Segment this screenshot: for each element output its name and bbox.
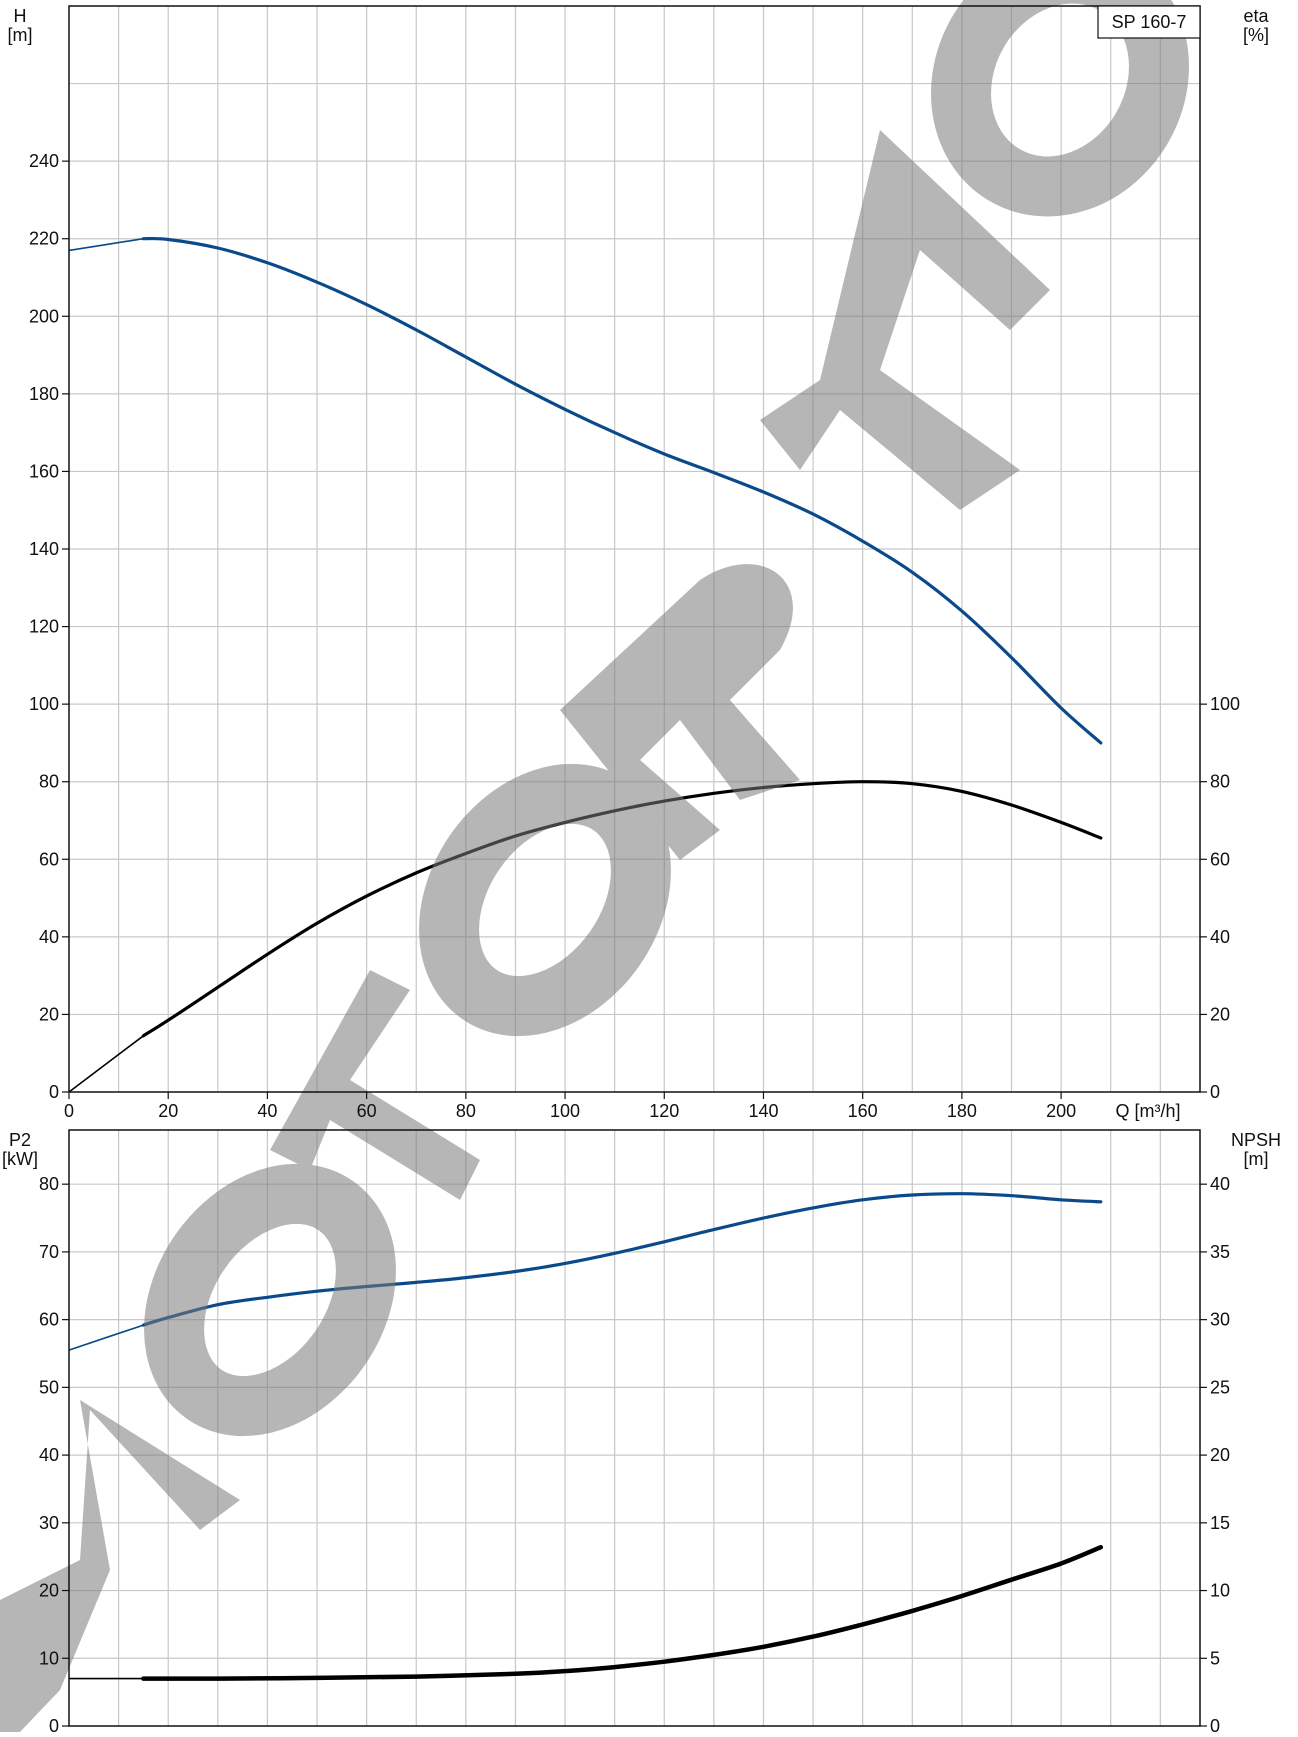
panel-1-left-tick-label: 200 bbox=[29, 306, 59, 326]
panel-2-left-tick-label: 20 bbox=[39, 1581, 59, 1601]
panel-1-right-axis-label: [%] bbox=[1243, 25, 1269, 45]
panel-2-frame bbox=[68, 1129, 1201, 1727]
watermark-letter-r bbox=[560, 564, 800, 860]
panel-2-left-tick-label: 80 bbox=[39, 1174, 59, 1194]
watermark-letter-o-low bbox=[144, 1163, 396, 1437]
panel-2-left-tick-label: 70 bbox=[39, 1242, 59, 1262]
panel-1-x-tick-label: 80 bbox=[456, 1101, 476, 1121]
panel-2-left-tick-label: 50 bbox=[39, 1377, 59, 1397]
panel-2-series-1-line bbox=[141, 1192, 1103, 1327]
panel-2-right-tick-label: 40 bbox=[1210, 1174, 1230, 1194]
panel-1-x-tick-label: 100 bbox=[550, 1101, 580, 1121]
panel-1-series-2-extrapolated bbox=[68, 1035, 144, 1093]
panel-1-left-axis-label: H bbox=[14, 6, 27, 26]
curve-layer bbox=[68, 236, 1104, 1681]
panel-1-x-tick-label: 40 bbox=[257, 1101, 277, 1121]
axes-layer: 0204060801001201401601802002202400204060… bbox=[2, 5, 1281, 1736]
panel-1-x-tick-label: 180 bbox=[947, 1101, 977, 1121]
panel-1-series-1-extrapolated bbox=[68, 237, 144, 252]
x-axis-label: Q [m³/h] bbox=[1115, 1101, 1180, 1121]
panel-1-left-tick-label: 20 bbox=[39, 1004, 59, 1024]
panel-1-right-tick-label: 60 bbox=[1210, 849, 1230, 869]
panel-2-left-tick-label: 60 bbox=[39, 1310, 59, 1330]
panel-2-left-axis-label: P2 bbox=[9, 1130, 31, 1150]
panel-2-left-axis-label: [kW] bbox=[2, 1149, 38, 1169]
panel-2-series-1-extrapolated bbox=[68, 1324, 144, 1351]
watermark-letter-o-top bbox=[931, 0, 1189, 217]
panel-1-left-tick-label: 140 bbox=[29, 539, 59, 559]
panel-2-right-tick-label: 35 bbox=[1210, 1242, 1230, 1262]
panel-1-left-tick-label: 80 bbox=[39, 772, 59, 792]
panel-1-right-tick-label: 100 bbox=[1210, 694, 1240, 714]
panel-1-x-tick-label: 0 bbox=[64, 1101, 74, 1121]
panel-2-right-axis-label: [m] bbox=[1244, 1149, 1269, 1169]
panel-1-x-tick-label: 20 bbox=[158, 1101, 178, 1121]
panel-1-left-tick-label: 180 bbox=[29, 384, 59, 404]
panel-1-left-tick-label: 40 bbox=[39, 927, 59, 947]
panel-1-x-tick-label: 60 bbox=[357, 1101, 377, 1121]
panel-1-x-tick-label: 200 bbox=[1046, 1101, 1076, 1121]
watermark-letter-o-mid bbox=[419, 763, 671, 1037]
panel-1-left-tick-label: 160 bbox=[29, 461, 59, 481]
panel-1-x-tick-label: 140 bbox=[748, 1101, 778, 1121]
panel-2-right-tick-label: 10 bbox=[1210, 1581, 1230, 1601]
panel-1-left-tick-label: 100 bbox=[29, 694, 59, 714]
panel-1-right-tick-label: 80 bbox=[1210, 772, 1230, 792]
panel-1-left-tick-label: 0 bbox=[49, 1082, 59, 1102]
panel-2-right-tick-label: 20 bbox=[1210, 1445, 1230, 1465]
panel-2-right-tick-label: 15 bbox=[1210, 1513, 1230, 1533]
panel-1-right-tick-label: 20 bbox=[1210, 1004, 1230, 1024]
panel-1-right-tick-label: 40 bbox=[1210, 927, 1230, 947]
panel-2-left-tick-label: 0 bbox=[49, 1716, 59, 1732]
panel-1-left-tick-label: 60 bbox=[39, 849, 59, 869]
panel-2-left-tick-label: 30 bbox=[39, 1513, 59, 1533]
panel-1-left-axis-label: [m] bbox=[8, 25, 33, 45]
panel-2-right-tick-label: 5 bbox=[1210, 1648, 1220, 1668]
panel-1-x-tick-label: 120 bbox=[649, 1101, 679, 1121]
panel-1-x-tick-label: 160 bbox=[848, 1101, 878, 1121]
watermark bbox=[0, 0, 1189, 1732]
panel-2-right-tick-label: 30 bbox=[1210, 1310, 1230, 1330]
panel-1-left-tick-label: 240 bbox=[29, 151, 59, 171]
chart-title-box bbox=[1097, 5, 1201, 39]
panel-1-right-tick-label: 0 bbox=[1210, 1082, 1220, 1102]
panel-2-series-2-line bbox=[141, 1544, 1104, 1681]
panel-2-left-tick-label: 10 bbox=[39, 1648, 59, 1668]
panel-1-left-tick-label: 220 bbox=[29, 229, 59, 249]
watermark-letter-t bbox=[270, 970, 480, 1200]
panel-2-right-axis-label: NPSH bbox=[1231, 1130, 1281, 1150]
watermark-letter-m-top bbox=[760, 130, 1050, 510]
panel-1-left-tick-label: 120 bbox=[29, 617, 59, 637]
panel-2-right-tick-label: 0 bbox=[1210, 1716, 1220, 1732]
panel-1-right-axis-label: eta bbox=[1243, 6, 1269, 26]
panel-2-right-tick-label: 25 bbox=[1210, 1377, 1230, 1397]
watermark-letter-m-low bbox=[0, 1400, 240, 1732]
panel-2-left-tick-label: 40 bbox=[39, 1445, 59, 1465]
panel-1-series-1-line bbox=[141, 236, 1103, 745]
chart-title: SP 160-7 bbox=[1112, 12, 1187, 32]
